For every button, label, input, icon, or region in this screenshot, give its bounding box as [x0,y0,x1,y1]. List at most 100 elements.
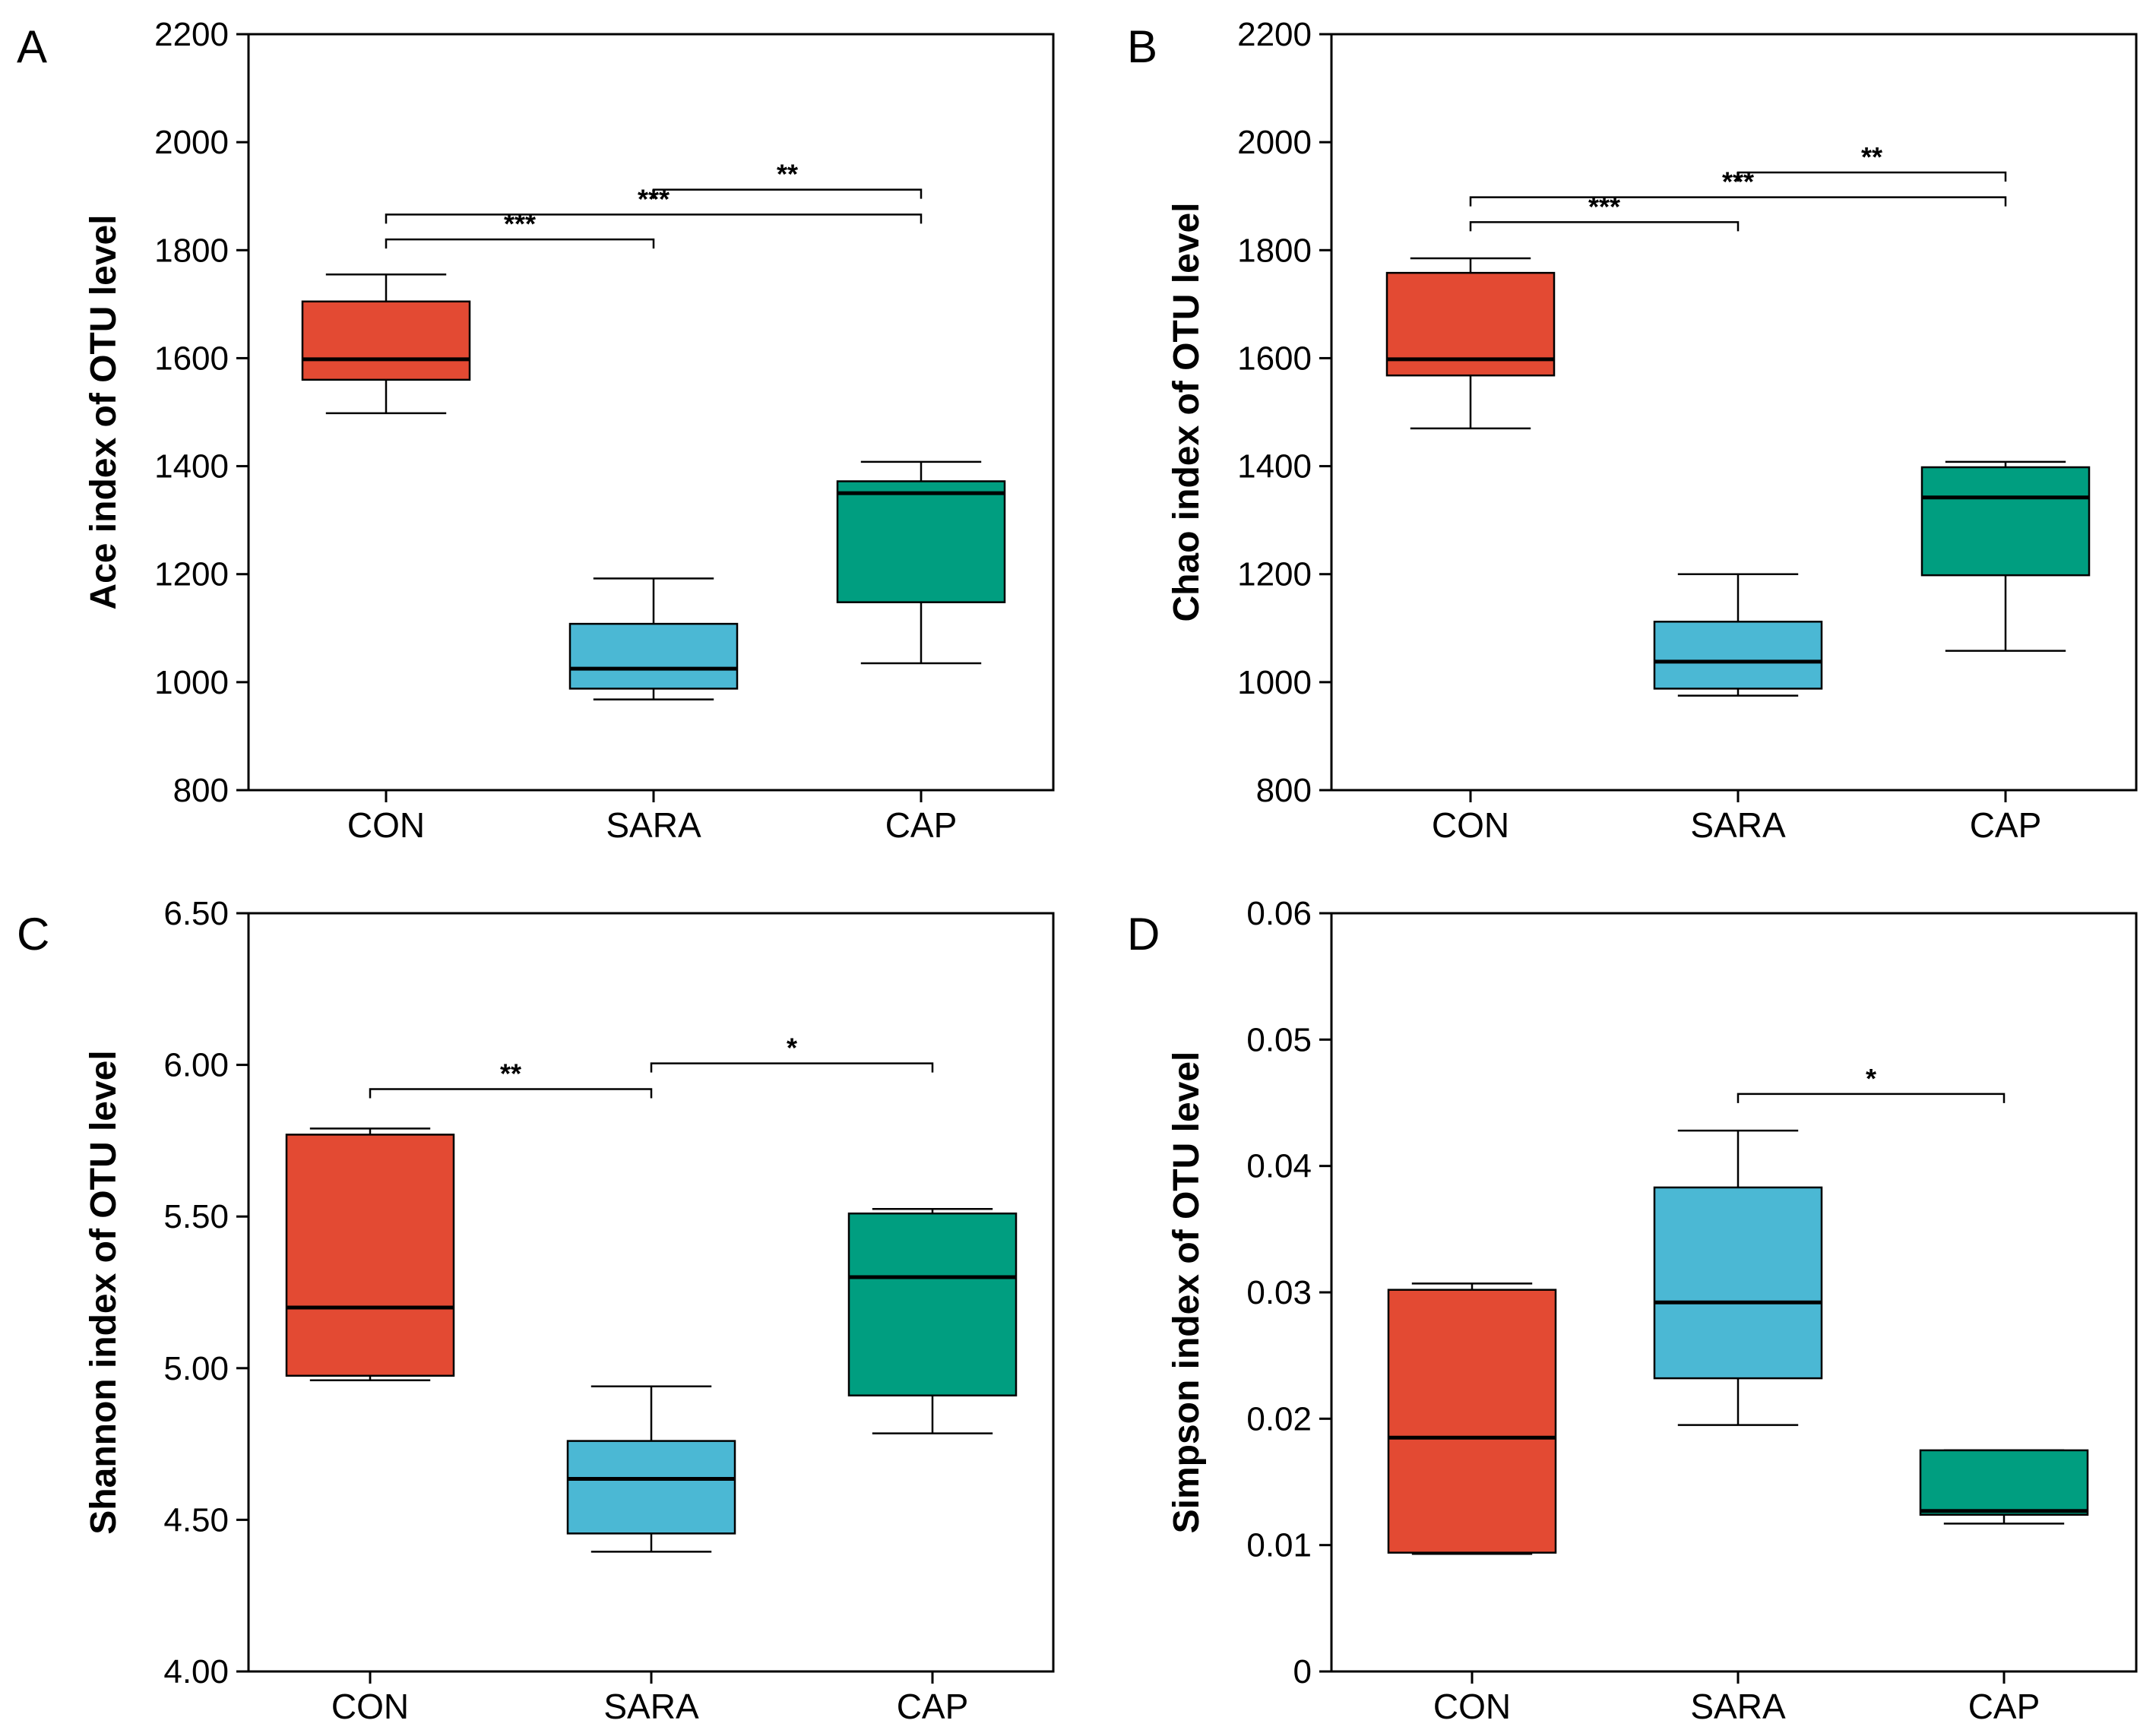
box-iqr [1387,1289,1557,1554]
x-tick-label: CON [1432,805,1509,845]
significance-label: *** [638,183,670,214]
bracket-line [385,238,655,249]
panel-a: A 800 1000 1200 1400 1600 1800 2000 2200 Ace inde… [17,16,1055,845]
significance-label: *** [504,208,536,239]
box-sara [568,577,739,700]
y-tick-label: 2000 [1237,124,1312,161]
y-tick-label: 0 [1293,1653,1312,1690]
panel-b: B 800 1000 1200 1400 1600 1800 2000 2200 Chao ind… [1127,16,2138,845]
box-iqr [285,1134,455,1377]
significance-bracket: *** [385,183,923,224]
bracket-line [1737,171,2007,182]
significance-bracket: *** [385,208,655,249]
significance-label: *** [1588,191,1620,222]
x-tick-label: SARA [1690,805,1786,845]
y-tick-label: 0.01 [1246,1527,1312,1564]
bracket-line [1469,221,1740,232]
box-iqr [568,622,739,690]
box-con [1387,1282,1557,1555]
box-iqr [301,300,471,381]
y-axis-label: Simpson index of OTU level [1167,1052,1207,1534]
y-axis-label: Ace index of OTU level [84,214,124,609]
box-con [285,1127,455,1382]
y-tick-label: 1200 [154,556,229,593]
y-tick-label: 1800 [154,232,229,269]
y-tick-label: 2000 [154,124,229,161]
panel-letter: D [1127,909,1160,960]
y-tick-label: 2200 [1237,16,1312,53]
y-tick-label: 6.00 [163,1047,229,1084]
box-iqr [1653,621,1823,690]
box-iqr [566,1440,736,1535]
y-tick-label: 4.00 [163,1653,229,1690]
box-sara [1653,1129,1823,1426]
y-tick-label: 1800 [1237,232,1312,269]
y-tick-label: 1000 [1237,664,1312,701]
panel-letter: A [17,21,47,72]
y-tick-label: 1200 [1237,556,1312,593]
y-tick-label: 0.05 [1246,1021,1312,1058]
x-tick-label: CON [1433,1687,1511,1726]
y-tick-label: 1000 [154,664,229,701]
significance-label: ** [777,159,798,190]
x-tick-label: CAP [1968,1687,2040,1726]
box-iqr [1919,1449,2089,1516]
bracket-line [652,188,923,199]
y-tick-label: 0.02 [1246,1400,1312,1437]
y-tick-label: 1600 [1237,340,1312,377]
x-tick-label: CAP [885,805,958,845]
y-tick-label: 2200 [154,16,229,53]
y-tick-label: 5.00 [163,1350,229,1387]
panel-d: D 0 0.01 0.02 0.03 0.04 0.05 0.06 Simpson index … [1127,895,2138,1726]
significance-label: * [1866,1063,1876,1094]
bracket-line [1737,1093,2006,1103]
plot-frame [247,33,1055,792]
x-tick-label: CAP [1970,805,2042,845]
y-tick-label: 0.06 [1246,895,1312,932]
box-sara [1653,573,1823,697]
significance-bracket: *** [1469,191,1740,232]
y-tick-label: 1600 [154,340,229,377]
y-tick-label: 4.50 [163,1501,229,1539]
bracket-line [385,213,923,224]
x-tick-label: SARA [606,805,701,845]
significance-bracket: * [1737,1063,2006,1103]
significance-label: *** [1722,166,1754,198]
significance-label: ** [1861,141,1882,172]
y-tick-label: 0.04 [1246,1148,1312,1185]
box-iqr [836,480,1006,603]
bracket-line [650,1062,934,1073]
y-tick-label: 800 [1256,772,1312,809]
x-tick-label: SARA [1690,1687,1786,1726]
box-con [301,274,471,415]
bracket-line [369,1088,653,1099]
x-tick-label: SARA [603,1687,699,1726]
box-iqr [1653,1186,1823,1380]
significance-bracket: ** [652,159,923,199]
box-con [1385,257,1556,430]
panel-letter: C [17,909,49,960]
box-cap [836,460,1006,665]
significance-label: ** [500,1058,521,1089]
y-axis-label: Shannon index of OTU level [84,1050,124,1534]
box-iqr [1920,466,2091,577]
significance-bracket: *** [1469,166,2007,207]
significance-bracket: * [650,1033,934,1073]
significance-bracket: ** [1737,141,2007,182]
box-cap [847,1207,1018,1434]
y-tick-label: 800 [173,772,229,809]
box-cap [1919,1449,2089,1525]
significance-bracket: ** [369,1058,653,1099]
panel-c: C 4.00 4.50 5.00 5.50 6.00 6.50 Shannon index o… [17,895,1055,1726]
bracket-line [1469,196,2007,207]
y-tick-label: 0.03 [1246,1274,1312,1311]
x-tick-label: CON [331,1687,409,1726]
y-tick-label: 6.50 [163,895,229,932]
x-tick-label: CAP [897,1687,969,1726]
y-tick-label: 1400 [154,448,229,485]
y-tick-label: 5.50 [163,1198,229,1235]
panel-letter: B [1127,21,1157,72]
box-iqr [847,1212,1018,1396]
y-tick-label: 1400 [1237,448,1312,485]
